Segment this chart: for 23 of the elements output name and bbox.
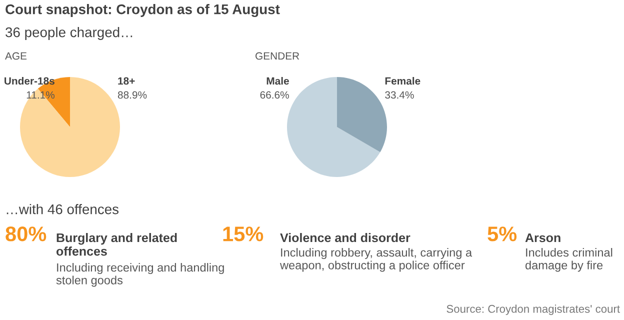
data-label: 33.4% <box>385 91 414 99</box>
slice-label: 18+ <box>118 77 135 85</box>
data-label: 88.9% <box>118 91 147 99</box>
slice-label: Under-18s <box>4 77 54 85</box>
text: Including receiving and handling stolen goods <box>56 263 224 287</box>
slice-label: Male <box>266 77 289 85</box>
data-label: 66.6% <box>260 91 289 99</box>
text: 15% <box>223 226 264 242</box>
text: 80% <box>6 226 46 242</box>
category-label: Arson <box>525 233 560 242</box>
text: Includes criminal damage by fire <box>525 248 612 272</box>
text: …with 46 offences <box>6 204 119 214</box>
source-note: Source: Croydon magistrates' court <box>446 304 620 315</box>
category-label: Burglary and related offences <box>56 233 177 256</box>
text: 5% <box>488 226 517 242</box>
text: Including robbery, assault, carrying a weapon, obstructing a police officer <box>280 248 472 272</box>
text: Court snapshot: Croydon as of 15 August <box>6 4 280 18</box>
text: 36 people charged… <box>6 27 132 40</box>
chart-title: GENDER <box>256 52 300 60</box>
slice-label: Female <box>385 77 420 85</box>
data-label: 11.1% <box>26 91 55 99</box>
chart-title: AGE <box>5 52 27 60</box>
category-label: Violence and disorder <box>280 233 410 242</box>
